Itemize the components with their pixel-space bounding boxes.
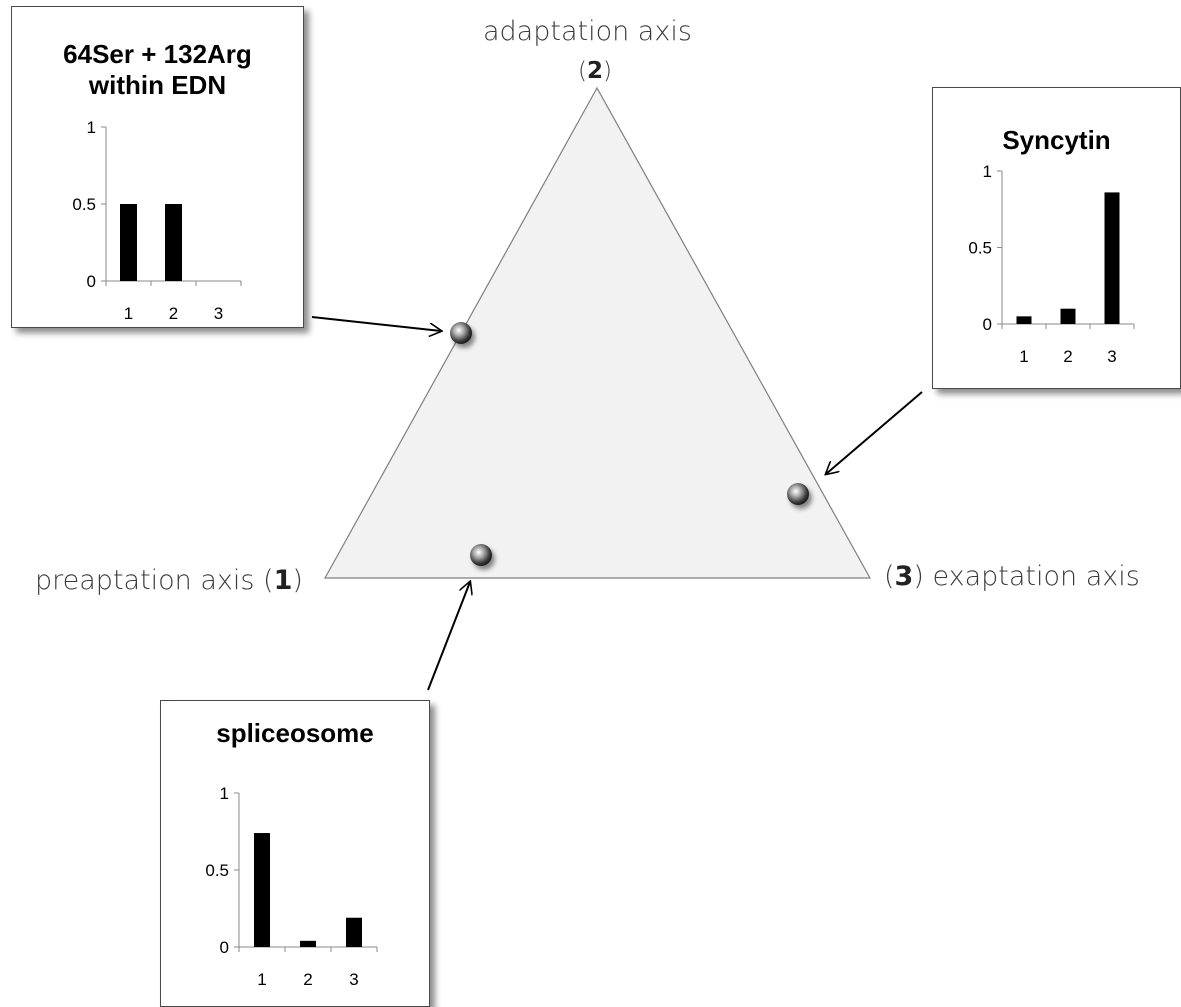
spliceosome-y-tick-label: 0.5 [205,861,229,880]
edn-point[interactable] [450,322,472,344]
adaptation-axis-text: adaptation axis [483,16,692,47]
syncytin-chart-panel: Syncytin 0 0.5 1 1 2 3 [932,87,1181,389]
edn-y-tick-label: 0 [87,272,96,291]
syncytin-bar-1 [1016,316,1032,324]
syncytin-bar-2 [1060,308,1076,324]
edn-y-tick-label: 0.5 [72,195,96,214]
syncytin-title-line-1: Syncytin [1002,125,1111,155]
edn-x-tick-label: 3 [214,304,223,323]
syncytin-point[interactable] [787,483,809,505]
spliceosome-chart-title: spliceosome [161,718,429,749]
spliceosome-x-tick-label: 1 [257,970,266,989]
spliceosome-bar-chart: 0 0.5 1 1 2 3 [205,784,378,989]
syncytin-x-tick-label: 2 [1063,347,1072,366]
adaptation-axis-index: (2) [578,58,612,84]
spliceosome-y-tick-label: 1 [220,784,229,803]
syncytin-x-tick-label: 3 [1107,347,1116,366]
edn-x-tick-label: 2 [169,304,178,323]
edn-title-line-1: 64Ser + 132Arg [63,39,252,69]
spliceosome-bar-2 [300,940,316,947]
spliceosome-x-tick-label: 3 [349,970,358,989]
edn-chart-panel: 64Ser + 132Arg within EDN 0 0.5 1 1 2 3 [11,6,304,328]
arrow-edn [311,316,441,331]
preaptation-axis-label: preaptation axis (1) [35,565,303,596]
edn-x-tick-label: 1 [124,304,133,323]
adaptation-index: 2 [586,58,603,84]
adaptation-axis-label: adaptation axis [483,16,692,47]
spliceosome-x-tick-label: 2 [303,970,312,989]
spliceosome-bar-1 [254,833,270,947]
syncytin-bar-chart: 0 0.5 1 1 2 3 [968,162,1135,366]
preaptation-index: 1 [273,565,293,596]
arrow-syncytin [826,391,923,474]
spliceosome-chart-panel: spliceosome 0 0.5 1 1 2 3 [160,700,430,1007]
spliceosome-point[interactable] [470,544,492,566]
arrow-spliceosome [427,582,470,691]
edn-title-line-2: within EDN [88,70,227,100]
spliceosome-bar-3 [346,917,362,947]
edn-bar-1 [120,204,137,281]
edn-chart-title: 64Ser + 132Arg within EDN [12,39,303,101]
edn-bar-chart: 0 0.5 1 1 2 3 [72,118,242,323]
syncytin-y-tick-label: 0.5 [968,239,992,258]
ternary-triangle [323,86,872,579]
edn-y-tick-label: 1 [87,118,96,137]
syncytin-bar-3 [1104,192,1120,324]
syncytin-chart-title: Syncytin [933,125,1180,156]
exaptation-axis-label: (3) exaptation axis [884,561,1140,592]
syncytin-y-tick-label: 1 [983,162,992,181]
edn-bar-2 [165,204,182,281]
spliceosome-title-line-1: spliceosome [216,718,374,748]
exaptation-axis-text: exaptation axis [932,561,1140,592]
syncytin-y-tick-label: 0 [983,315,992,334]
spliceosome-y-tick-label: 0 [220,938,229,957]
preaptation-axis-text: preaptation axis [35,565,255,596]
syncytin-x-tick-label: 1 [1019,347,1028,366]
exaptation-index: 3 [894,561,914,592]
